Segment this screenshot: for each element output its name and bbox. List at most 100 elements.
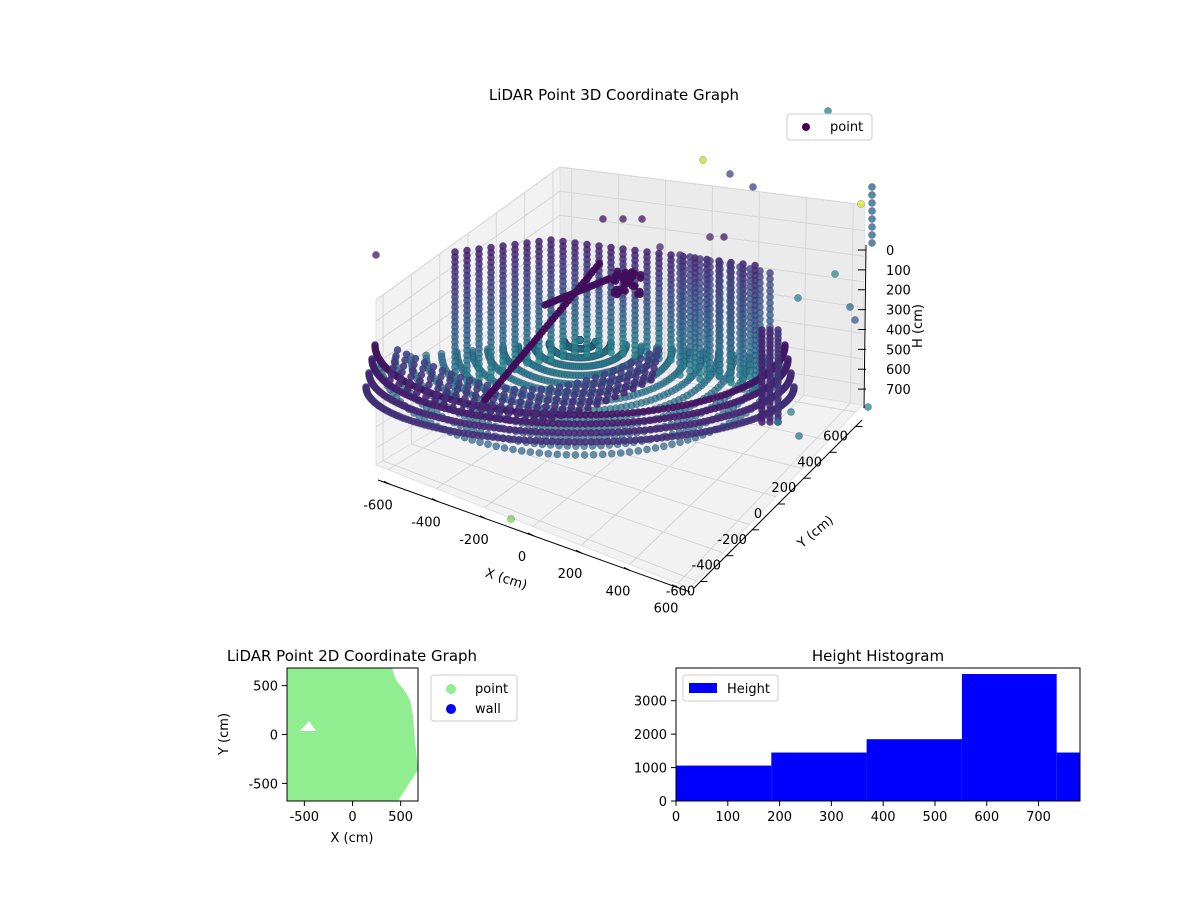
point-3d bbox=[595, 347, 603, 355]
legend-3d: point bbox=[786, 113, 873, 141]
legend-2d-marker-wall bbox=[446, 704, 456, 714]
grid-line-z bbox=[375, 214, 865, 343]
point-3d bbox=[411, 354, 420, 363]
point-3d bbox=[600, 370, 609, 379]
histogram-bar bbox=[961, 674, 1057, 801]
z-axis-label-3d: H (cm) bbox=[911, 304, 926, 348]
x-axis-label-2d: X (cm) bbox=[331, 831, 374, 846]
point-3d bbox=[580, 451, 589, 459]
point-3d bbox=[553, 450, 562, 459]
y-tick-label-hist: 3000 bbox=[634, 695, 667, 710]
y-axis-label-3d: Y (cm) bbox=[794, 513, 837, 552]
point-3d bbox=[621, 277, 630, 285]
point-3d bbox=[393, 346, 402, 354]
point-3d bbox=[619, 215, 627, 223]
grid-line-z bbox=[375, 190, 865, 322]
grid-line-y bbox=[410, 274, 724, 554]
point-3d bbox=[656, 243, 664, 251]
point-3d bbox=[868, 231, 876, 239]
point-3d bbox=[564, 381, 573, 390]
point-3d bbox=[559, 352, 567, 361]
point-3d bbox=[635, 287, 644, 296]
point-3d bbox=[447, 370, 456, 379]
point-3d bbox=[654, 346, 663, 354]
point-3d bbox=[619, 350, 627, 358]
point-3d bbox=[630, 282, 639, 290]
point-3d bbox=[583, 350, 591, 359]
z-tick-label-3d: 200 bbox=[886, 284, 911, 299]
point-3d bbox=[582, 376, 591, 385]
legend-2d-label-point: point bbox=[475, 682, 508, 697]
point-3d bbox=[787, 408, 795, 416]
point-3d bbox=[716, 373, 724, 381]
point-3d bbox=[868, 191, 876, 199]
point-3d bbox=[616, 285, 624, 294]
y-tick-label-3d: 0 bbox=[754, 507, 762, 522]
y-tick-label-hist: 0 bbox=[659, 795, 667, 810]
point-3d bbox=[774, 418, 782, 426]
point-cloud-2d-area bbox=[287, 668, 418, 801]
point-3d bbox=[501, 384, 510, 393]
y-tick-label-3d: -200 bbox=[717, 533, 747, 548]
point-3d bbox=[651, 444, 660, 452]
point-3d bbox=[598, 450, 607, 459]
grid-line-x bbox=[484, 180, 667, 508]
z-tick-label-3d: 400 bbox=[886, 323, 911, 338]
chart-2d-title: LiDAR Point 2D Coordinate Graph bbox=[227, 647, 477, 665]
point-3d bbox=[618, 362, 627, 371]
point-3d bbox=[668, 440, 676, 449]
x-tick-label-hist: 700 bbox=[1026, 810, 1051, 825]
point-3d bbox=[544, 449, 553, 458]
point-3d bbox=[456, 373, 465, 382]
x-tick-label-2d: 500 bbox=[388, 810, 413, 825]
point-3d bbox=[509, 445, 517, 454]
point-3d bbox=[517, 446, 526, 455]
point-3d bbox=[546, 384, 555, 393]
point-3d bbox=[749, 183, 757, 191]
point-3d bbox=[519, 385, 528, 394]
point-3d bbox=[667, 356, 675, 364]
grid-line-x bbox=[677, 203, 854, 584]
point-3d bbox=[510, 385, 519, 394]
point-3d bbox=[686, 373, 694, 381]
legend-histogram-label: Height bbox=[727, 682, 770, 697]
histogram-title: Height Histogram bbox=[812, 647, 944, 665]
y-tick-label-2d: 0 bbox=[270, 729, 278, 744]
point-3d bbox=[526, 448, 535, 456]
x-tick-label-hist: 200 bbox=[767, 810, 792, 825]
point-3d bbox=[726, 170, 734, 178]
point-3d bbox=[645, 350, 654, 359]
point-3d bbox=[627, 358, 636, 367]
point-3d bbox=[736, 371, 744, 379]
x-tick-label-2d: -500 bbox=[290, 810, 320, 825]
legend-2d-marker-point bbox=[446, 684, 456, 694]
z-tick-label-3d: 500 bbox=[886, 343, 911, 358]
point-3d bbox=[634, 446, 643, 455]
x-tick-label-hist: 300 bbox=[819, 810, 844, 825]
point-3d bbox=[706, 371, 714, 379]
point-3d bbox=[868, 183, 876, 191]
point-3d bbox=[607, 348, 615, 357]
point-3d bbox=[589, 450, 598, 459]
point-3d bbox=[616, 271, 624, 280]
z-tick-label-3d: 300 bbox=[886, 304, 911, 319]
legend-3d-marker bbox=[802, 123, 810, 131]
point-3d bbox=[636, 354, 645, 363]
point-3d bbox=[420, 358, 429, 367]
point-3d bbox=[500, 444, 509, 452]
point-3d bbox=[562, 450, 571, 459]
point-3d bbox=[438, 366, 447, 375]
point-3d bbox=[726, 375, 734, 383]
point-3d bbox=[535, 357, 543, 366]
point-3d bbox=[607, 449, 616, 458]
point-3d bbox=[846, 303, 854, 311]
point-3d bbox=[638, 215, 646, 223]
point-3d bbox=[676, 371, 684, 379]
point-3d bbox=[523, 359, 531, 367]
legend-histogram-swatch bbox=[689, 683, 717, 693]
point-3d bbox=[864, 403, 872, 411]
point-3d bbox=[535, 449, 544, 457]
point-3d bbox=[487, 373, 495, 382]
point-3d bbox=[758, 418, 766, 426]
